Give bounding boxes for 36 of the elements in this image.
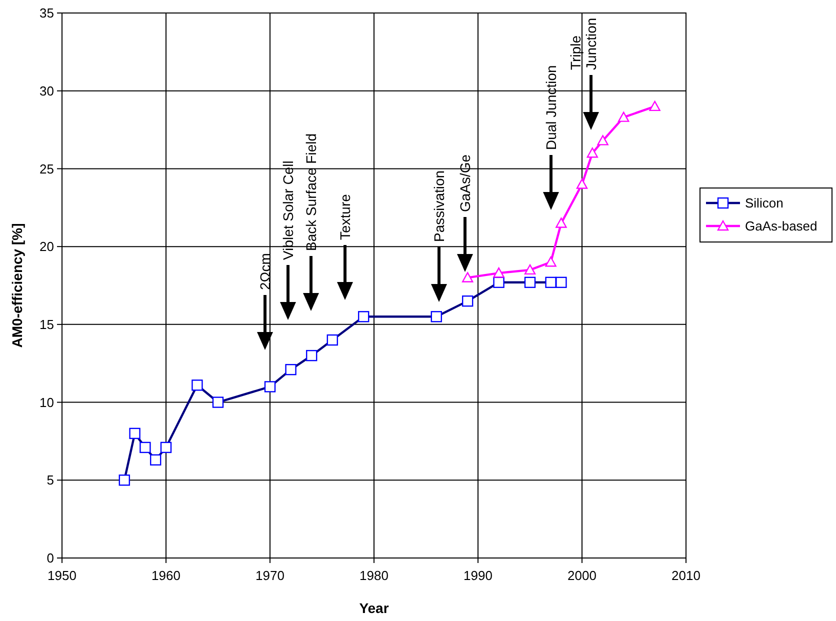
y-tick-label: 25: [40, 161, 54, 176]
x-tick-label: 1990: [464, 568, 492, 583]
annotation: Passivation: [430, 170, 447, 242]
annotation: Texture: [336, 194, 353, 240]
x-tick-label: 2010: [672, 568, 700, 583]
y-tick-label: 15: [40, 316, 54, 332]
y-tick-label: 30: [40, 83, 54, 98]
y-tick-label: 0: [46, 550, 54, 566]
x-tick-label: 2000: [568, 568, 596, 583]
y-tick-label: 10: [40, 394, 54, 410]
x-tick-label: 1960: [152, 568, 180, 583]
x-tick-label: 1970: [256, 568, 284, 583]
annotation: Viblet Solar Cell: [280, 160, 296, 260]
legend-label: GaAs-based: [745, 218, 818, 234]
x-tick-label: 1980: [360, 568, 388, 583]
point: [618, 112, 630, 122]
point: [462, 272, 474, 282]
point: [493, 267, 504, 278]
point: [649, 100, 660, 112]
x-tick-label: 1950: [48, 568, 76, 583]
legend-label: Silicon: [745, 196, 784, 211]
annotation: Dual Junction: [542, 65, 559, 150]
point: [545, 256, 556, 267]
point: [586, 148, 598, 158]
y-tick-label: 35: [40, 6, 54, 21]
y-tick-label: 20: [40, 239, 54, 254]
point: [597, 135, 608, 146]
annotation: GaAs/Ge: [456, 154, 473, 212]
y-axis-title: AM0-efficiency [%]: [9, 223, 25, 348]
point: [556, 218, 567, 228]
x-axis-title: Year: [359, 600, 390, 616]
annotation: Triple Junction: [568, 18, 599, 70]
annotation: Back Surface Field: [302, 134, 319, 251]
y-tick-label: 5: [46, 472, 54, 488]
point: [576, 178, 588, 189]
point: [524, 264, 536, 275]
